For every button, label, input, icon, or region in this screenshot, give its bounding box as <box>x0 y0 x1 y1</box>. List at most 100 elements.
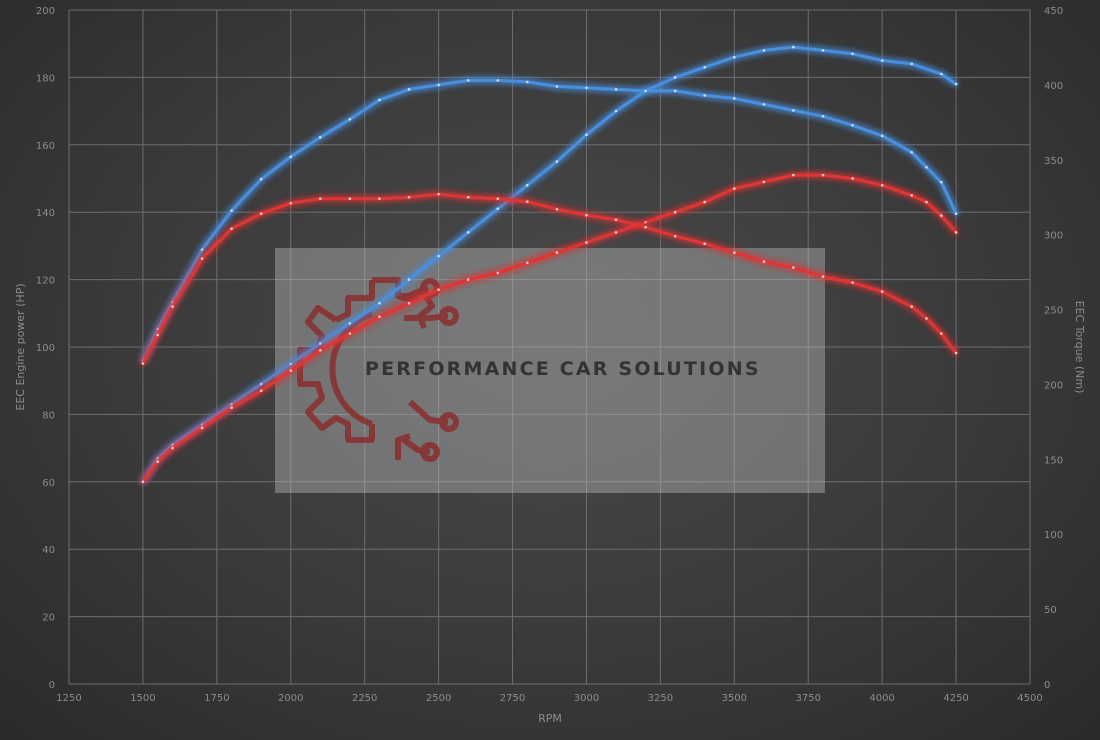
data-point <box>585 213 588 217</box>
y-right-tick-label: 300 <box>1044 231 1063 242</box>
data-point <box>940 180 943 184</box>
data-point <box>644 221 647 224</box>
data-point <box>407 195 411 199</box>
data-point <box>437 192 440 196</box>
data-point <box>880 59 884 62</box>
data-point <box>348 332 352 335</box>
data-point <box>673 89 677 93</box>
data-point <box>792 109 795 112</box>
gear-circuit-logo <box>297 277 459 462</box>
y-left-tick-label: 0 <box>49 680 55 691</box>
y-right-tick-label: 350 <box>1044 156 1063 167</box>
data-point <box>910 151 913 154</box>
data-point <box>437 254 440 258</box>
data-point <box>585 86 588 90</box>
data-point <box>733 55 736 59</box>
data-point <box>880 134 884 138</box>
data-point <box>954 351 958 355</box>
x-tick-label: 4500 <box>1017 693 1042 704</box>
data-point <box>156 327 159 331</box>
data-point <box>141 480 145 484</box>
data-point <box>141 362 145 365</box>
data-point <box>851 124 854 127</box>
data-point <box>156 456 159 460</box>
y-left-tick-label: 80 <box>42 410 55 421</box>
data-point <box>348 197 352 200</box>
grid-lines <box>68 9 1031 685</box>
data-point <box>792 266 795 269</box>
data-point <box>555 251 559 254</box>
y-left-tick-label: 20 <box>42 613 55 624</box>
data-point <box>585 133 588 136</box>
data-point <box>466 195 470 199</box>
data-point <box>954 212 958 215</box>
data-point <box>378 197 381 200</box>
y-axis-left-title: EEC Engine power (HP) <box>14 283 27 410</box>
y-right-tick-label: 50 <box>1044 605 1057 616</box>
data-point <box>407 88 411 91</box>
data-point <box>614 109 618 113</box>
data-point <box>289 201 293 205</box>
data-point <box>614 231 618 234</box>
y-right-tick-label: 450 <box>1044 6 1063 17</box>
data-point <box>910 62 913 66</box>
y-left-tick-label: 100 <box>36 343 55 354</box>
data-point <box>703 200 706 204</box>
data-point <box>289 369 293 372</box>
x-tick-label: 2500 <box>426 693 451 704</box>
y-left-tick-label: 180 <box>36 73 55 84</box>
data-point <box>289 362 293 366</box>
data-point <box>925 200 928 204</box>
data-point <box>259 212 263 215</box>
data-point <box>437 83 440 87</box>
data-point <box>437 288 440 292</box>
data-point <box>259 382 263 386</box>
data-point <box>792 173 795 177</box>
data-point <box>407 301 411 305</box>
data-point <box>733 251 736 254</box>
data-point <box>733 97 736 100</box>
watermark-panel <box>275 248 825 493</box>
data-point <box>259 177 263 181</box>
data-point <box>880 290 884 293</box>
data-point <box>851 177 854 180</box>
data-point <box>526 261 529 265</box>
data-point <box>230 209 233 212</box>
data-point <box>925 317 928 320</box>
data-point <box>348 322 352 325</box>
x-axis-title: RPM <box>538 712 562 725</box>
data-point <box>703 66 706 69</box>
data-point <box>910 305 913 308</box>
y-left-tick-label: 140 <box>36 208 55 219</box>
data-point <box>171 443 174 447</box>
data-point <box>673 76 677 79</box>
x-tick-label: 3750 <box>796 693 821 704</box>
data-point <box>230 406 233 410</box>
x-tick-label: 1750 <box>204 693 229 704</box>
data-point <box>378 301 381 305</box>
y-left-tick-label: 40 <box>42 545 55 556</box>
data-point <box>289 155 293 159</box>
data-point <box>673 234 677 238</box>
data-point <box>614 88 618 91</box>
data-point <box>925 166 928 169</box>
y-right-tick-label: 250 <box>1044 306 1063 317</box>
x-tick-label: 4250 <box>943 693 968 704</box>
data-point <box>200 426 204 430</box>
x-tick-label: 3500 <box>722 693 747 704</box>
x-tick-label: 3000 <box>574 693 599 704</box>
data-point <box>762 180 766 184</box>
data-point <box>762 260 766 263</box>
data-point <box>644 225 647 229</box>
data-point <box>348 118 352 121</box>
data-point <box>673 210 677 214</box>
data-point <box>466 79 470 82</box>
data-point <box>496 197 500 200</box>
data-point <box>496 79 500 82</box>
data-point <box>496 207 500 211</box>
x-tick-label: 3250 <box>648 693 673 704</box>
data-point <box>555 207 559 211</box>
tick-labels: 1250 1500 1750 2000 2250 2500 2750 3000 3250 3500… <box>36 6 1063 704</box>
